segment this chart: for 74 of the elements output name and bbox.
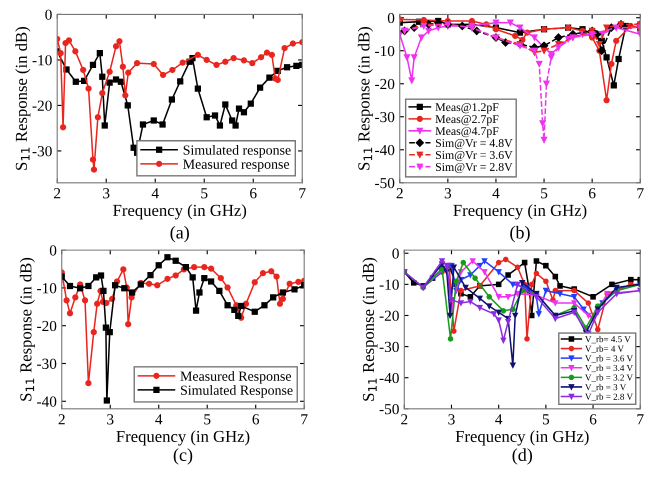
legend-label: V_rb = 3.6 V — [585, 355, 633, 362]
legend-label: Sim@Vr = 3.6V — [436, 151, 513, 162]
y-tick-label: 0 — [50, 245, 56, 256]
legend-label: Meas@1.2pF — [436, 103, 498, 114]
legend-label: V_rb = 3 V — [585, 384, 626, 392]
text: (d) — [512, 448, 532, 465]
y-tick-label: -10 — [375, 46, 394, 56]
y-tick-label: 0 — [388, 12, 394, 24]
legend-label: Simulated response — [184, 145, 291, 158]
x-tick-label: 4 — [495, 414, 502, 424]
y-tick-label: -10 — [32, 55, 52, 66]
x-tick-label: 6 — [252, 414, 260, 424]
y-tick-label: -30 — [32, 146, 52, 156]
y-axis-title: S$_{11}$ Response (in dB) — [15, 27, 30, 170]
legend-label: Measured Response — [180, 371, 292, 384]
legend-label: V_rb= 4.5 V — [585, 336, 631, 344]
y-tick-label: -10 — [380, 279, 399, 290]
x-tick-label: 2 — [396, 188, 403, 198]
y-tick-label: -30 — [37, 358, 56, 369]
legend-label: Sim@Vr = 2.8V — [436, 162, 513, 174]
y-tick-label: -20 — [37, 320, 56, 332]
y-tick-label: -30 — [375, 112, 394, 122]
x-tick-label: 6 — [250, 188, 257, 198]
x-tick-label: 7 — [299, 188, 306, 198]
text: (c) — [174, 448, 192, 465]
y-tick-label: -50 — [380, 404, 399, 414]
x-tick-label: 4 — [492, 188, 500, 198]
x-tick-label: 7 — [637, 188, 644, 198]
x-tick-label: 5 — [204, 414, 210, 424]
x-tick-label: 5 — [201, 188, 208, 198]
y-tick-label: 0 — [45, 10, 52, 20]
x-tick-label: 6 — [590, 414, 596, 424]
legend-label: Sim@Vr = 4.8V — [436, 139, 513, 150]
y-tick-label: -40 — [375, 144, 394, 156]
x-tick-label: 4 — [152, 188, 159, 198]
text: (a) — [170, 226, 189, 242]
x-tick-label: 2 — [58, 414, 65, 424]
x-tick-label: 3 — [103, 188, 110, 198]
legend-label: Simulated Response — [180, 385, 293, 398]
text: (b) — [510, 226, 530, 242]
y-tick-label: -50 — [375, 178, 394, 188]
y-axis-title: S$_{11}$ Response (in dB) — [358, 27, 373, 170]
y-tick-label: -40 — [37, 396, 56, 407]
legend-label: V_rb = 3.2 V — [585, 374, 633, 382]
y-axis-title: S$_{11}$ Response (in dB) — [362, 258, 378, 401]
y-tick-label: -30 — [380, 342, 399, 352]
y-tick-label: 0 — [392, 248, 399, 259]
legend-label: V_rb = 3.4 V — [585, 364, 633, 372]
legend-label: V_rb = 2.8 V — [585, 393, 633, 401]
x-tick-label: 2 — [54, 188, 60, 198]
x-axis-title: Frequency (in GHz) — [113, 204, 246, 220]
x-tick-label: 2 — [401, 414, 408, 424]
x-tick-label: 7 — [637, 414, 644, 424]
x-tick-label: 6 — [588, 188, 596, 198]
legend-label: Meas@2.7pF — [436, 115, 498, 126]
x-tick-label: 3 — [448, 414, 455, 424]
y-axis-title: S$_{11}$ Response (in dB) — [20, 258, 35, 401]
legend-label: V_rb= 4 V — [585, 345, 624, 353]
y-tick-label: -20 — [380, 310, 399, 321]
y-tick-label: -10 — [37, 283, 56, 294]
y-tick-label: -20 — [375, 78, 394, 90]
x-tick-label: 4 — [155, 414, 162, 424]
x-axis-title: Frequency (in GHz) — [116, 430, 250, 446]
x-tick-label: 3 — [107, 414, 114, 424]
y-tick-label: -20 — [32, 100, 52, 111]
x-tick-label: 3 — [444, 188, 452, 198]
x-tick-label: 5 — [542, 414, 550, 424]
x-tick-label: 7 — [301, 414, 308, 424]
legend-label: Measured response — [183, 159, 290, 172]
x-tick-label: 5 — [541, 188, 548, 198]
x-axis-title: Frequency (in GHz) — [453, 204, 586, 220]
y-tick-label: -40 — [380, 372, 399, 384]
x-axis-title: Frequency (in GHz) — [456, 430, 589, 446]
legend-label: Meas@4.7pF — [436, 127, 498, 138]
